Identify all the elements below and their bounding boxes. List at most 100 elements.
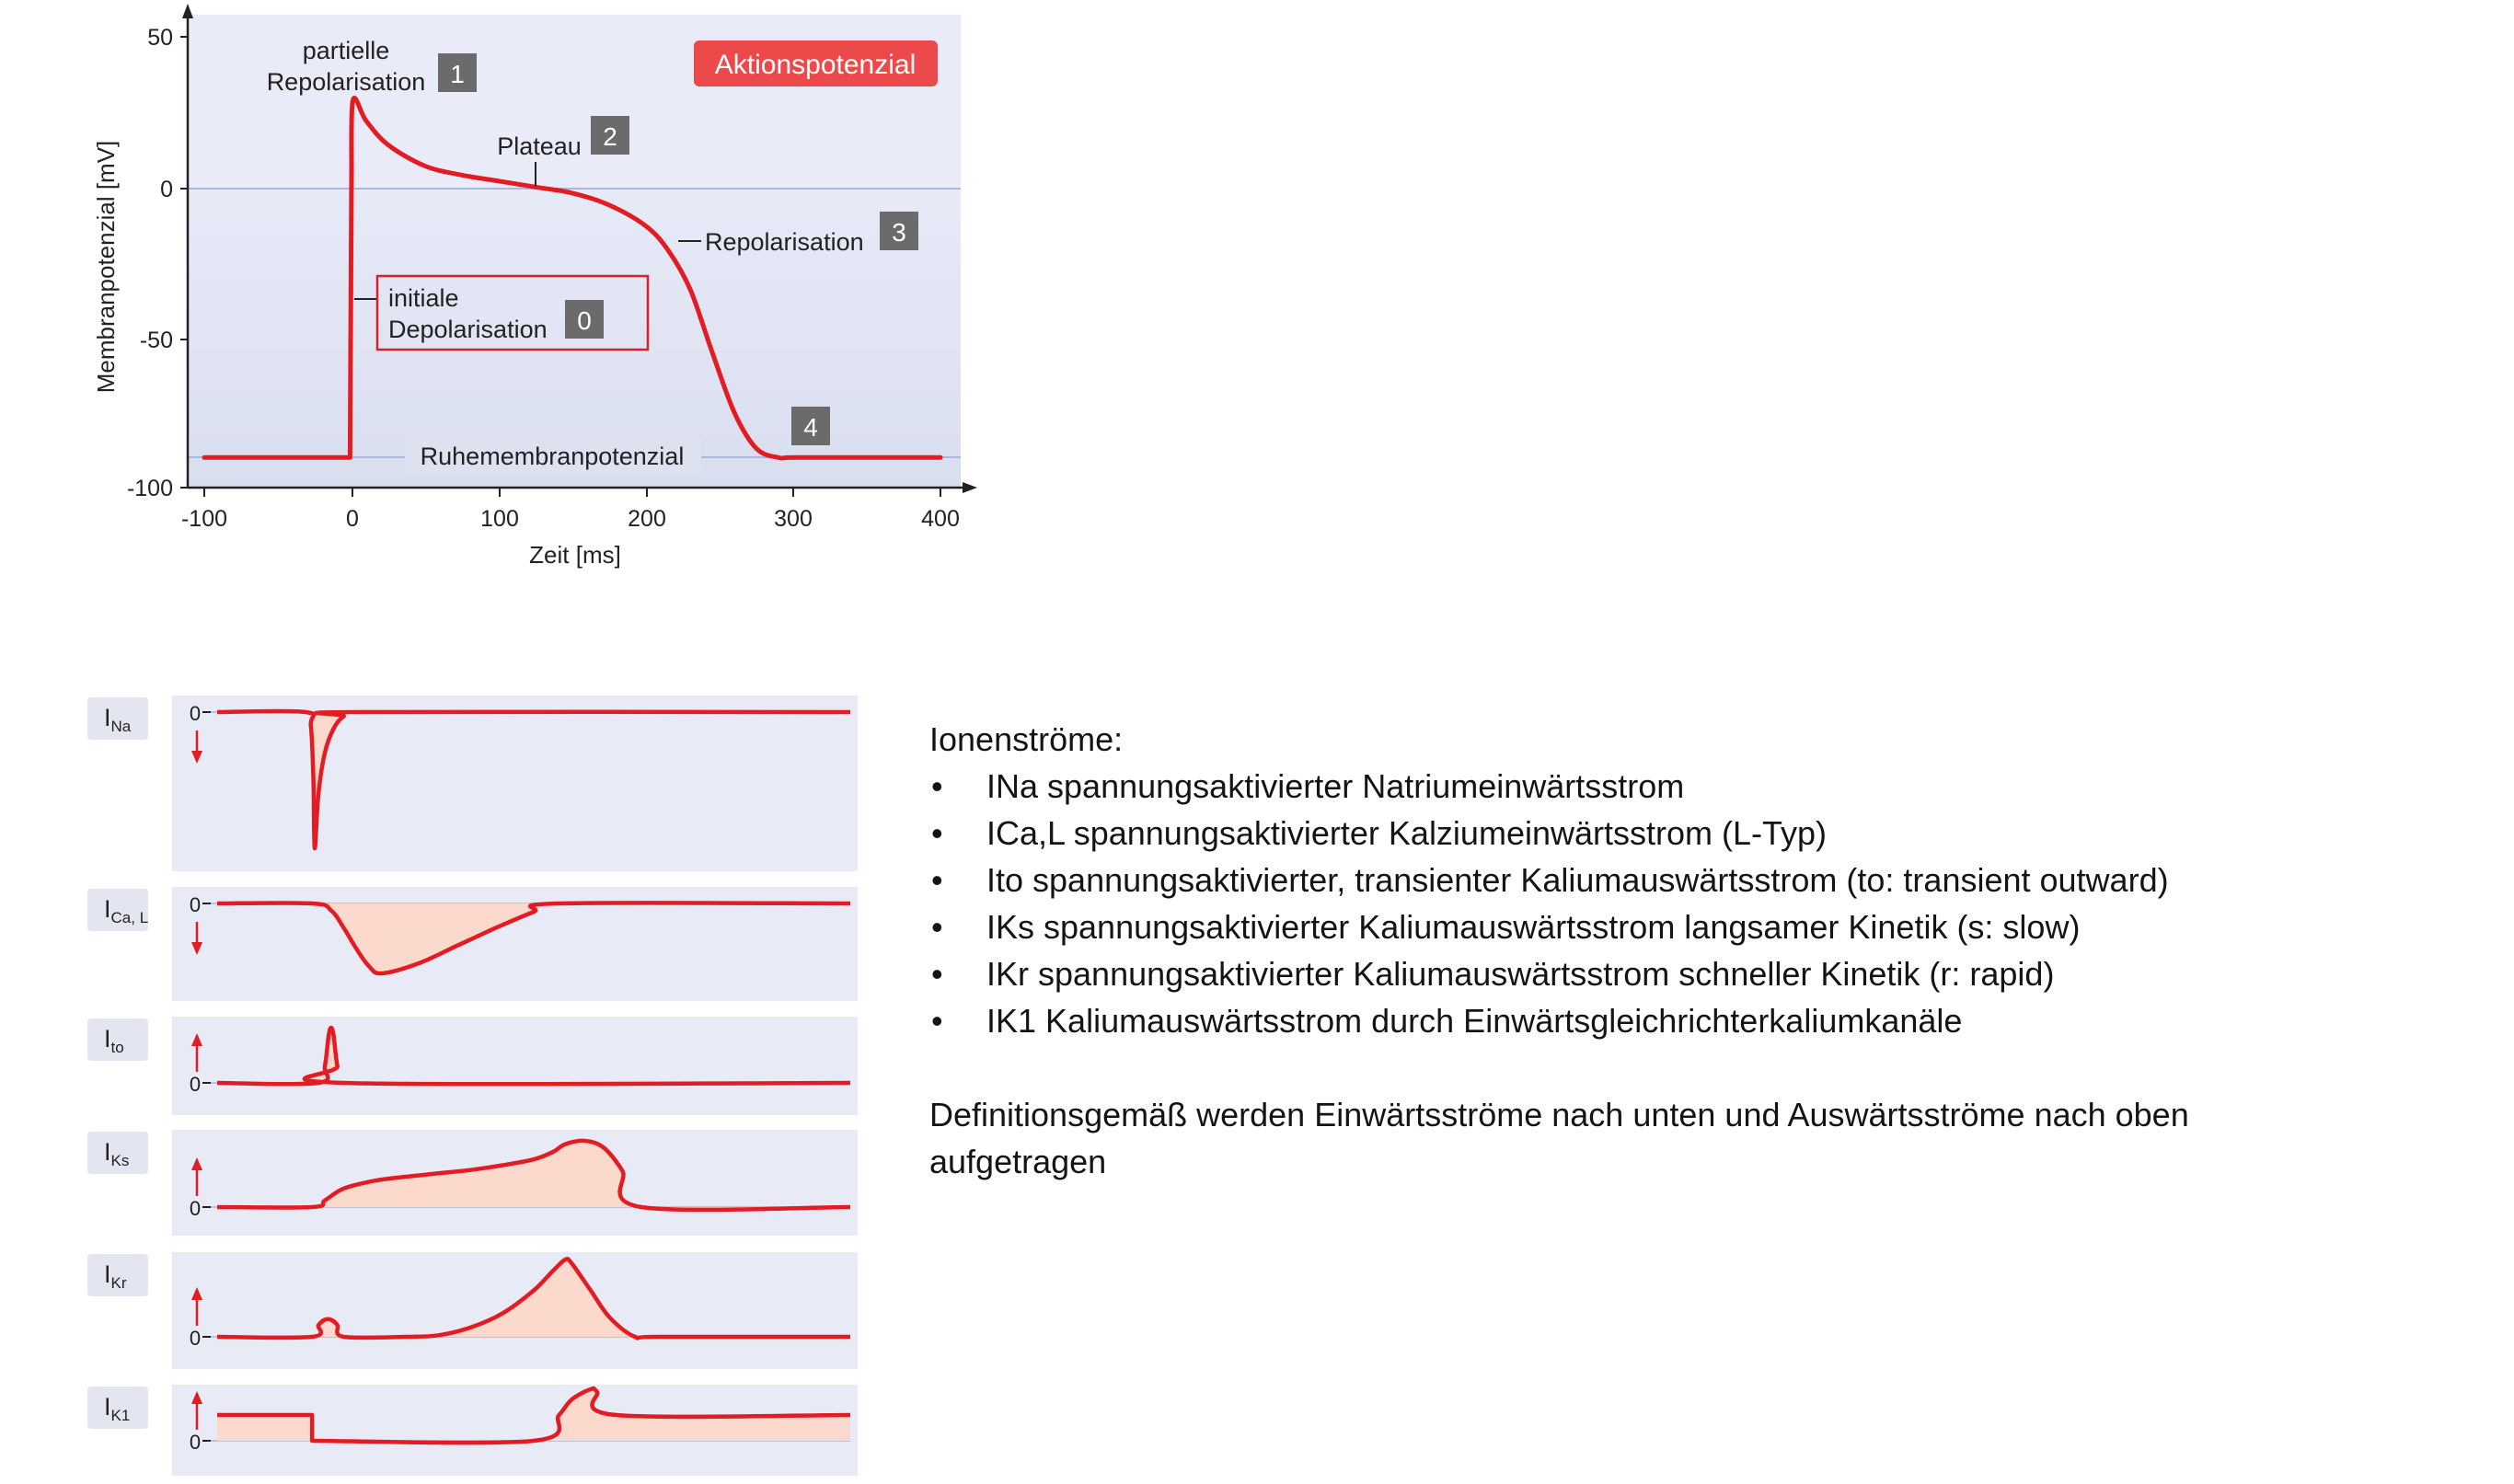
phase0-label-line2: Depolarisation bbox=[388, 316, 548, 343]
phase3-label: Repolarisation bbox=[705, 228, 864, 256]
current-label-main: I bbox=[104, 1260, 111, 1288]
current-curve bbox=[216, 1386, 851, 1445]
y-tick-label: -100 bbox=[127, 476, 173, 501]
x-tick-label: 0 bbox=[346, 506, 359, 532]
current-label: IK1 bbox=[104, 1393, 130, 1424]
phase2-number-box bbox=[591, 116, 629, 155]
current-curve bbox=[216, 1025, 851, 1087]
x-tick-label: 200 bbox=[628, 506, 666, 532]
current-label-main: I bbox=[104, 895, 111, 923]
phase4-number: 4 bbox=[803, 413, 818, 442]
current-panel-ical: ICa, L 0 bbox=[87, 887, 858, 1001]
list-item-text: IKr spannungsaktivierter Kaliumauswärtss… bbox=[986, 955, 2055, 993]
zero-label: 0 bbox=[190, 1073, 201, 1096]
y-tick-label: -50 bbox=[140, 328, 173, 353]
current-label-box bbox=[87, 1132, 148, 1174]
phase3-number-box bbox=[880, 212, 918, 250]
zero-label: 0 bbox=[190, 1431, 201, 1454]
phase4-number-box bbox=[791, 407, 830, 445]
phase0-box bbox=[375, 274, 650, 351]
list-item-text: Ito spannungsaktivierter, transienter Ka… bbox=[986, 861, 2169, 899]
x-tick-label: 400 bbox=[921, 506, 960, 532]
y-tick-label: 0 bbox=[160, 177, 173, 202]
list-item-text: ICa,L spannungsaktivierter Kalziumeinwär… bbox=[986, 814, 1828, 852]
phase2-number: 2 bbox=[603, 122, 617, 151]
current-label-box bbox=[87, 1018, 148, 1061]
list-item: • IKs spannungsaktivierter Kaliumauswärts… bbox=[929, 903, 2402, 950]
current-label-box bbox=[87, 697, 148, 740]
bullet: • bbox=[931, 1002, 943, 1040]
up-arrow-icon bbox=[191, 1157, 202, 1170]
panel-background bbox=[172, 1017, 858, 1115]
rest-potential-label: Ruhemembranpotenzial bbox=[421, 443, 685, 470]
action-potential-chart: 50 0 -50 -100 -100 0 100 200 300 400 Zei… bbox=[92, 4, 977, 569]
current-label-subscript: K1 bbox=[111, 1407, 131, 1424]
zero-label: 0 bbox=[190, 893, 201, 916]
phase1-label-line1: partielle bbox=[303, 37, 390, 64]
y-axis-arrow bbox=[182, 4, 193, 18]
y-tick-labels: 50 0 -50 -100 bbox=[127, 25, 173, 501]
legend-heading: Ionenströme: bbox=[929, 720, 1124, 758]
current-label-subscript: to bbox=[111, 1039, 124, 1056]
current-label-main: I bbox=[104, 1138, 111, 1166]
action-potential-curve bbox=[202, 96, 943, 461]
current-panel-ina: INa 0 bbox=[87, 696, 858, 871]
current-label: ICa, L bbox=[104, 895, 148, 926]
current-label-subscript: Kr bbox=[111, 1274, 127, 1292]
current-label: INa bbox=[104, 704, 132, 735]
convention-note: Definitionsgemäß werden Einwärtsströme n… bbox=[929, 1096, 2189, 1180]
phase1-number-box bbox=[438, 53, 477, 92]
current-label-main: I bbox=[104, 704, 111, 731]
bullet: • bbox=[931, 908, 943, 946]
zero-label: 0 bbox=[190, 1197, 201, 1220]
panel-background bbox=[172, 696, 858, 871]
current-panel-ikr: IKr 0 bbox=[87, 1252, 858, 1369]
current-label: IKr bbox=[104, 1260, 127, 1292]
y-axis-ticks bbox=[180, 36, 188, 489]
down-arrow-icon bbox=[191, 751, 202, 764]
x-tick-label: -100 bbox=[181, 506, 227, 532]
bullet: • bbox=[931, 861, 943, 899]
bullet: • bbox=[931, 767, 943, 805]
ion-currents-legend: Ionenströme: • INa spannungsaktivierter N… bbox=[929, 716, 2402, 1218]
up-arrow-icon bbox=[191, 1391, 202, 1404]
current-curve bbox=[216, 708, 851, 851]
current-area-fill bbox=[217, 903, 850, 974]
y-axis-label: Membranpotenzial [mV] bbox=[92, 141, 120, 394]
current-panel-iks: IKs 0 bbox=[87, 1130, 858, 1236]
list-item: • Ito spannungsaktivierter, transienter K… bbox=[929, 857, 2402, 903]
x-tick-label: 300 bbox=[774, 506, 813, 532]
current-label: Ito bbox=[104, 1025, 124, 1056]
phase1-label-line2: Repolarisation bbox=[267, 68, 426, 96]
current-label: IKs bbox=[104, 1138, 129, 1169]
up-arrow-icon bbox=[191, 1287, 202, 1300]
phase3-number: 3 bbox=[892, 218, 906, 247]
phase1-number: 1 bbox=[450, 60, 465, 88]
up-arrow-icon bbox=[191, 1033, 202, 1046]
current-area-fill bbox=[217, 1140, 850, 1210]
list-item: • ICa,L spannungsaktivierter Kalziumeinwä… bbox=[929, 810, 2402, 857]
phase0-number-box bbox=[565, 300, 604, 339]
current-curve bbox=[216, 901, 851, 976]
bullet: • bbox=[931, 814, 943, 852]
list-item-text: IK1 Kaliumauswärtsstrom durch Einwärtsgl… bbox=[986, 1002, 1963, 1040]
down-arrow-icon bbox=[191, 942, 202, 955]
current-area-fill bbox=[217, 1259, 850, 1339]
current-label-main: I bbox=[104, 1025, 111, 1053]
current-label-box bbox=[87, 1386, 148, 1429]
x-tick-label: 100 bbox=[480, 506, 519, 532]
current-label-subscript: Ca, L bbox=[111, 909, 149, 926]
phase2-label: Plateau bbox=[497, 132, 582, 160]
x-tick-labels: -100 0 100 200 300 400 bbox=[181, 506, 960, 532]
bullet: • bbox=[931, 955, 943, 993]
phase0-label-line1: initiale bbox=[388, 284, 459, 312]
current-label-subscript: Ks bbox=[111, 1152, 130, 1169]
current-curve bbox=[216, 1256, 850, 1340]
current-curve bbox=[216, 1138, 851, 1213]
action-potential-badge-label: Aktionspotenzial bbox=[715, 50, 916, 80]
phase0-number: 0 bbox=[577, 306, 592, 335]
current-panel-ito: Ito 0 bbox=[87, 1017, 858, 1115]
y-tick-label: 50 bbox=[147, 25, 173, 51]
